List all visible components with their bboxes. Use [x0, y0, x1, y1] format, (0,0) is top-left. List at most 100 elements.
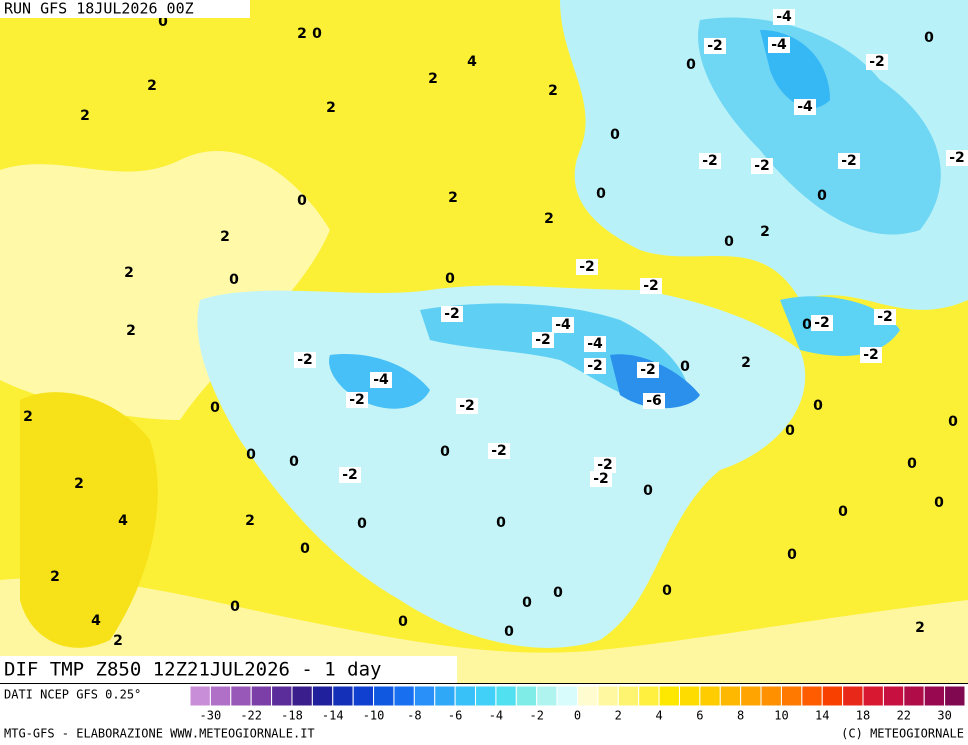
color-swatch: [658, 685, 680, 707]
color-swatch: [352, 685, 375, 707]
map-field: [0, 0, 968, 683]
contour-label: -2: [342, 467, 358, 483]
color-swatch: [250, 685, 273, 707]
color-swatch: [882, 685, 905, 707]
contour-label: 0: [662, 583, 672, 599]
color-swatch: [373, 685, 395, 707]
color-swatch: [189, 685, 211, 707]
contour-label: 0: [643, 483, 653, 499]
contour-label: 0: [553, 585, 563, 601]
contour-label: 0: [680, 359, 690, 375]
contour-label: 0: [504, 624, 514, 640]
credit-left: MTG-GFS - ELABORAZIONE WWW.METEOGIORNALE…: [4, 727, 315, 741]
contour-label: -2: [593, 471, 609, 487]
contour-label: 0: [496, 515, 506, 531]
label-bg: [594, 457, 616, 473]
contour-label: 2: [50, 569, 60, 585]
color-swatch: [597, 685, 619, 707]
contour-label: 0: [924, 30, 934, 46]
color-swatch: [944, 685, 966, 707]
contour-label: -2: [459, 398, 475, 414]
colorbar-label: 30: [937, 709, 951, 723]
color-swatch: [780, 685, 803, 707]
colorbar-label: -8: [407, 709, 421, 723]
color-swatch: [311, 685, 334, 707]
contour-label: -4: [555, 317, 571, 333]
label-bg: [640, 278, 662, 294]
colorbar-label: -30: [200, 709, 222, 723]
contour-label: 0: [246, 447, 256, 463]
contour-label: 0: [817, 188, 827, 204]
contour-label: 2: [760, 224, 770, 240]
contour-label: 0: [686, 57, 696, 73]
contour-label: 0: [813, 398, 823, 414]
contour-label: 0: [230, 599, 240, 615]
contour-label: -4: [373, 372, 389, 388]
run-box: [0, 0, 250, 18]
contour-label: 0: [787, 547, 797, 563]
field-title: DIF TMP Z850 12Z21JUL2026 - 1 day: [4, 659, 382, 681]
color-swatch: [719, 685, 742, 707]
colorbar-label: -18: [281, 709, 303, 723]
contour-label: 2: [220, 229, 230, 245]
label-bg: [552, 317, 574, 333]
contour-label: -2: [643, 278, 659, 294]
label-bg: [576, 259, 598, 275]
color-swatch: [678, 685, 701, 707]
label-bg: [751, 158, 773, 174]
colorbar-label: 18: [856, 709, 870, 723]
label-bg: [838, 153, 860, 169]
colorbar-label: 6: [696, 709, 703, 723]
color-swatch: [434, 685, 456, 707]
label-bg: [532, 332, 554, 348]
contour-label: -2: [579, 259, 595, 275]
color-swatch: [903, 685, 925, 707]
contour-label: 2: [113, 633, 123, 649]
color-swatch: [556, 685, 579, 707]
color-swatch: [536, 685, 558, 707]
color-swatch: [332, 685, 354, 707]
contour-label: 0: [907, 456, 917, 472]
color-swatch: [862, 685, 884, 707]
contour-label: 0: [440, 444, 450, 460]
label-bg: [794, 99, 816, 115]
color-swatch: [454, 685, 477, 707]
color-swatch: [617, 685, 640, 707]
label-bg: [346, 392, 368, 408]
color-swatch: [495, 685, 517, 707]
label-bg: [590, 471, 612, 487]
label-bg: [584, 336, 606, 352]
colorbar-label: 0: [574, 709, 581, 723]
contour-label: 0: [158, 14, 168, 30]
contour-label: -2: [444, 306, 460, 322]
colorbar-label: -2: [529, 709, 543, 723]
color-swatch: [842, 685, 864, 707]
contour-label: 0: [934, 495, 944, 511]
label-bg: [860, 347, 882, 363]
contour-label: -4: [797, 99, 813, 115]
color-swatch: [760, 685, 782, 707]
contour-label: 0: [785, 423, 795, 439]
colorbar-label: 22: [897, 709, 911, 723]
color-swatch: [271, 685, 293, 707]
label-bg: [704, 38, 726, 54]
label-bg: [699, 153, 721, 169]
contour-label: -4: [587, 336, 603, 352]
label-bg: [488, 443, 510, 459]
contour-label: 0: [522, 595, 532, 611]
colorbar-label: -10: [363, 709, 385, 723]
color-swatch: [393, 685, 415, 707]
contour-label: -2: [597, 457, 613, 473]
label-bg: [946, 150, 968, 166]
contour-label: 4: [91, 613, 101, 629]
contour-label: 2: [544, 211, 554, 227]
contour-label: -4: [776, 9, 792, 25]
colorbar-label: 8: [737, 709, 744, 723]
colorbar-label: 2: [615, 709, 622, 723]
colorbar-label: -22: [240, 709, 262, 723]
contour-label: -2: [949, 150, 965, 166]
label-bg: [339, 467, 361, 483]
color-swatch: [923, 685, 946, 707]
label-bg: [643, 393, 665, 409]
contour-label: 0: [398, 614, 408, 630]
